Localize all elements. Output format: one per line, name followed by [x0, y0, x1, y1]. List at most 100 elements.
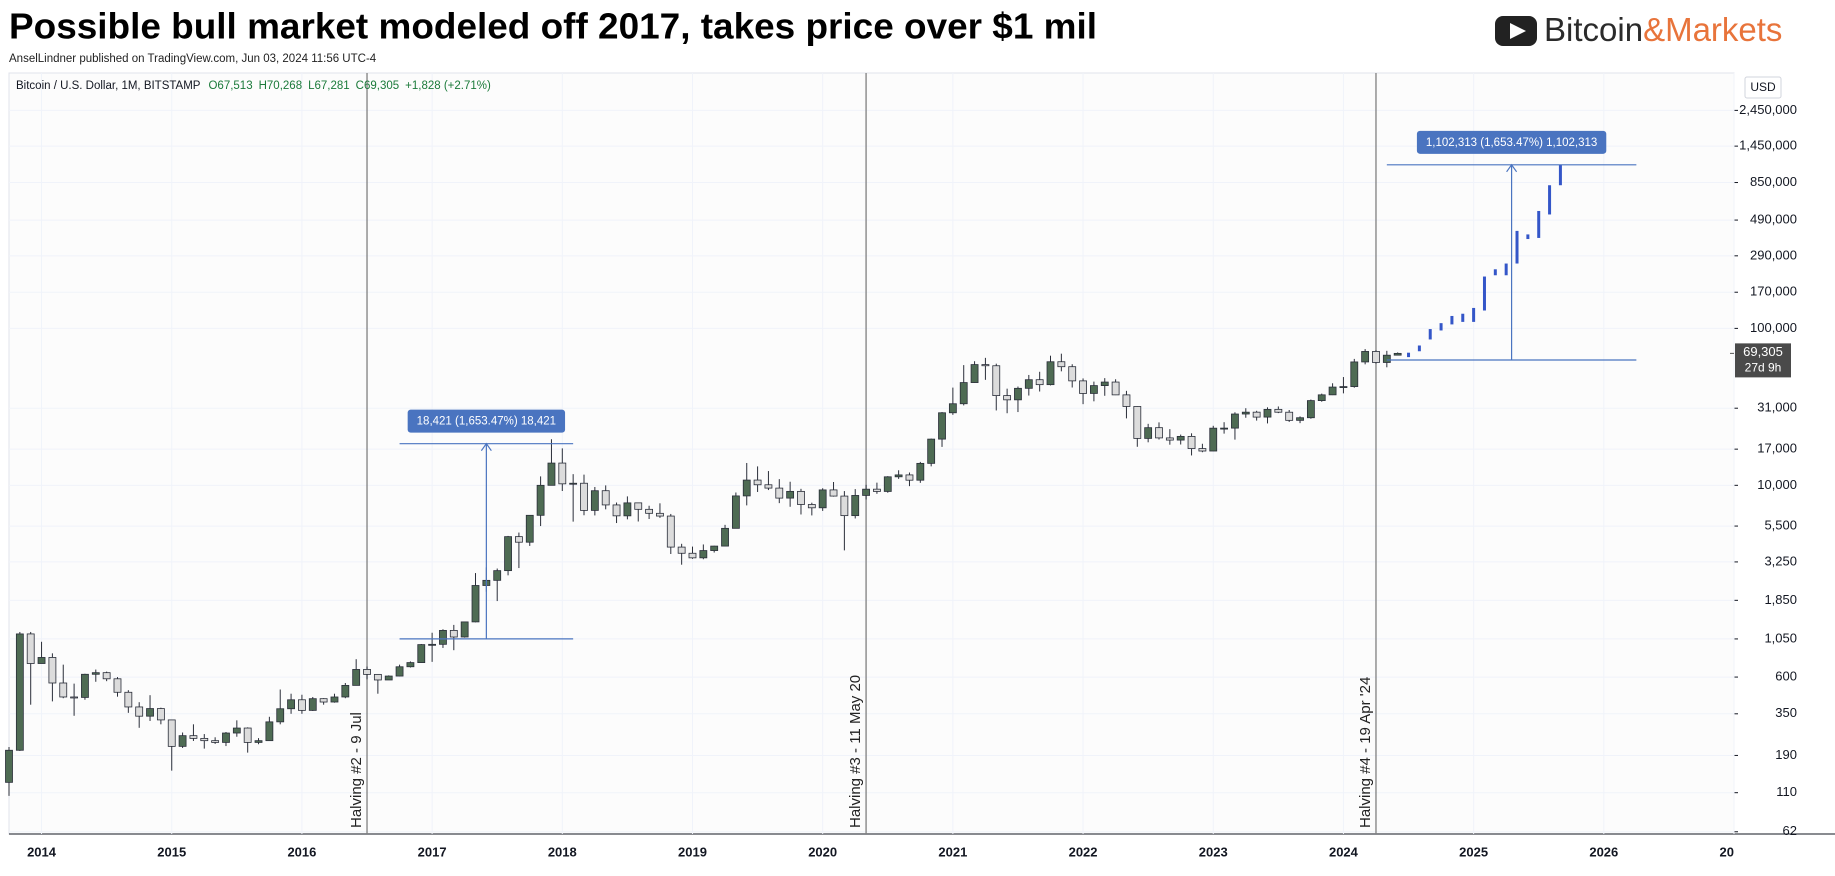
candle-body: [786, 490, 795, 499]
candle-body: [1144, 427, 1153, 439]
candle-body: [959, 382, 968, 405]
legend-high: H70,268: [259, 80, 302, 92]
legend: Bitcoin / U.S. Dollar, 1M, BITSTAMP O67,5…: [16, 80, 491, 92]
candle-body: [146, 708, 154, 717]
grid: [9, 73, 1738, 834]
candle-body: [862, 488, 870, 496]
candle-body: [70, 696, 78, 699]
y-tick-label: 110: [1776, 784, 1797, 799]
candle-body: [1122, 394, 1131, 407]
x-tick-label: 2025: [1459, 844, 1488, 859]
last-price-box: [1735, 343, 1791, 378]
candle-body: [156, 708, 165, 721]
candle-body: [135, 706, 144, 717]
y-tick-label: 170,000: [1750, 284, 1797, 299]
candle-body: [1057, 361, 1066, 368]
candle-body: [449, 629, 458, 638]
candle-body: [493, 570, 502, 581]
logo-play: [1510, 23, 1526, 39]
candle-body: [200, 737, 209, 742]
candle-body: [970, 364, 979, 383]
candle-body: [699, 550, 708, 559]
x-tick-label: 2014: [27, 844, 57, 859]
candle-body: [1133, 406, 1142, 439]
candle-body: [1296, 417, 1304, 421]
candle-body: [1165, 437, 1174, 441]
candle-body: [1187, 435, 1196, 449]
candle-body: [807, 504, 816, 509]
y-tick-label: 290,000: [1750, 247, 1797, 262]
logo-word: &Markets: [1643, 11, 1782, 48]
candle-body: [1382, 354, 1391, 363]
candle-body: [645, 508, 653, 514]
candle-body: [373, 673, 382, 681]
candle-body: [623, 502, 632, 517]
candle-body: [1231, 413, 1239, 429]
candle-body: [590, 490, 599, 511]
candle-body: [319, 698, 328, 703]
y-tick-label: 62: [1783, 823, 1797, 838]
candle-body: [1176, 435, 1185, 441]
y-tick-label: 490,000: [1750, 212, 1797, 227]
candle-body: [992, 365, 1001, 396]
measure-label: 1,102,313 (1,653.47%) 1,102,313: [1426, 137, 1597, 149]
candle-body: [775, 487, 784, 499]
x-tick-label: 2023: [1199, 844, 1228, 859]
candle-body: [666, 515, 675, 548]
candle-body: [1263, 408, 1272, 418]
plot-area: [8, 72, 1735, 835]
candle-body: [753, 479, 762, 486]
measure-label-box: [407, 409, 566, 433]
candle-body: [243, 727, 252, 743]
candle-body: [1306, 400, 1315, 419]
x-axis-labels: 2014 2015 2016 2017 2018 2019 2020 2021 2022 2023…: [27, 844, 1734, 859]
candle-body: [5, 749, 13, 783]
candle-body: [222, 732, 230, 743]
candle-body: [1111, 381, 1120, 396]
x-tick-label: 2015: [157, 844, 186, 859]
y-tick-label: 5,500: [1764, 518, 1797, 533]
candle-body: [167, 719, 176, 747]
y-tick-label: 2,450,000: [1739, 102, 1797, 117]
candle-body: [840, 495, 849, 517]
y-tick-label: 100,000: [1750, 320, 1797, 335]
candle-body: [265, 721, 274, 742]
logo-text: Bitcoin&Markets: [1544, 11, 1782, 48]
candle-body: [1241, 411, 1250, 415]
candle-body: [1372, 351, 1380, 363]
candle-body: [428, 643, 437, 646]
arrow-head: [480, 442, 492, 452]
candle-body: [948, 403, 957, 414]
candle-body: [894, 474, 903, 478]
currency: USD: [1750, 80, 1776, 94]
y-tick-label: 3,250: [1764, 553, 1797, 568]
candle-body: [1198, 448, 1207, 452]
x-tick-label: 2017: [418, 844, 447, 859]
candle-body: [1068, 366, 1077, 382]
candle-body: [558, 462, 567, 485]
y-tick-label: 31,000: [1757, 400, 1797, 415]
candle-body: [211, 740, 220, 743]
y-tick-label: 190: [1775, 747, 1797, 762]
candle-body: [1361, 351, 1370, 363]
x-tick-label: 2021: [938, 844, 967, 859]
candle-body: [677, 546, 686, 554]
candle-body: [1090, 385, 1098, 394]
legend-open: O67,513: [208, 80, 252, 92]
candle-body: [1003, 395, 1012, 401]
candle-body: [15, 633, 24, 751]
x-tick-label: 2018: [548, 844, 577, 859]
candle-body: [764, 484, 773, 489]
y-tick-label: 850,000: [1750, 174, 1797, 189]
candle-body: [254, 740, 263, 743]
candle-body: [883, 476, 892, 492]
candle-body: [439, 629, 447, 645]
candle-body: [1220, 427, 1228, 430]
last-price: 69,305: [1743, 344, 1783, 359]
candle-body: [417, 644, 426, 663]
candle-body: [395, 666, 404, 677]
candle-body: [721, 527, 729, 547]
candle-body: [298, 699, 306, 711]
candle-body: [1079, 380, 1087, 394]
